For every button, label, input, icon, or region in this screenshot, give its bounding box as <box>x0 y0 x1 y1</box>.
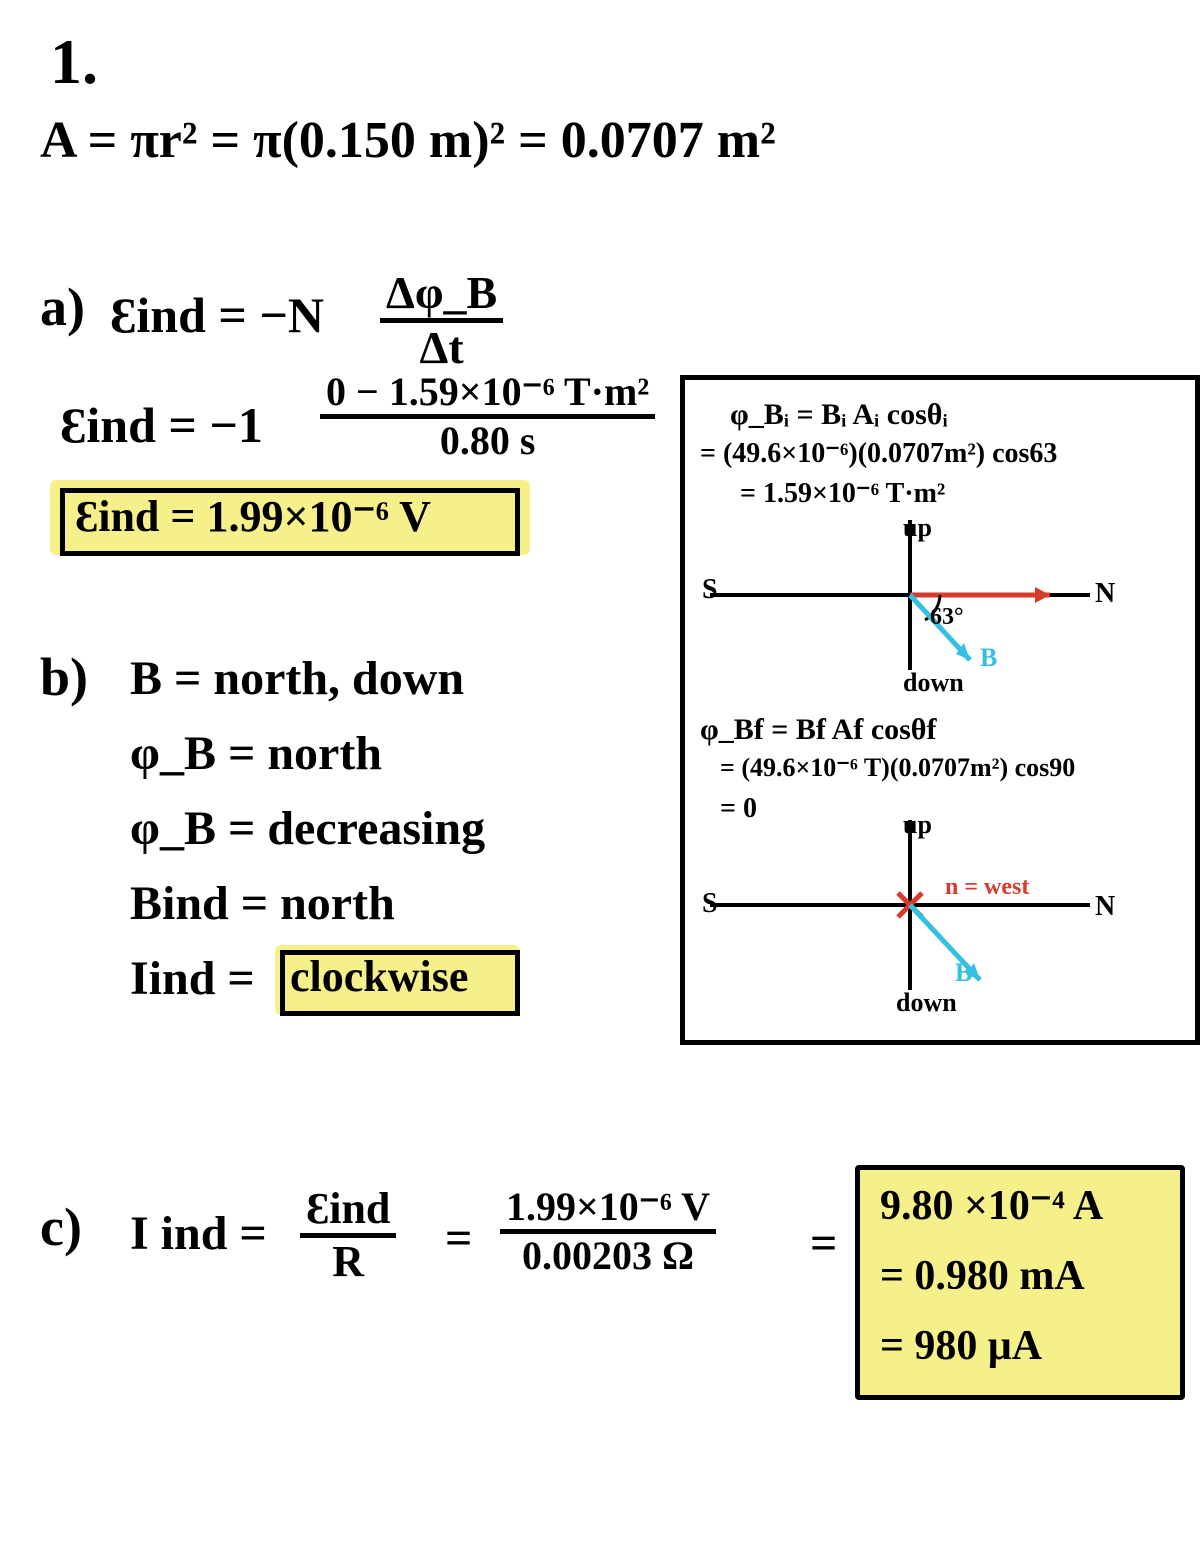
c-frac1-bot: R <box>326 1238 370 1286</box>
phi-bi-line3: = 1.59×10⁻⁶ T·m² <box>740 480 945 508</box>
b-line2: φ_B = north <box>130 730 382 778</box>
d2-up: up <box>903 812 932 838</box>
b-line3: φ_B = decreasing <box>130 805 485 853</box>
d2-S: S <box>702 890 718 918</box>
phi-bi-line2: = (49.6×10⁻⁶)(0.0707m²) cos63 <box>700 440 1057 468</box>
b-result-text: clockwise <box>290 955 468 999</box>
c-frac1-top: Ɛind <box>300 1185 396 1233</box>
c-frac2-bot: 0.00203 Ω <box>516 1234 700 1278</box>
c-equals1: = <box>445 1215 472 1263</box>
d1-S: S <box>702 576 718 604</box>
c-frac2: 1.99×10⁻⁶ V 0.00203 Ω <box>500 1185 716 1278</box>
physics-worksheet: 1. A = πr² = π(0.150 m)² = 0.0707 m² a) … <box>0 0 1200 1550</box>
phi-bi-line1: φ_Bᵢ = Bᵢ Aᵢ cosθᵢ <box>730 400 948 430</box>
problem-number: 1. <box>50 30 98 94</box>
phi-bf-line1: φ_Bf = Bf Af cosθf <box>700 715 936 745</box>
d2-N: N <box>1095 893 1115 921</box>
a-eq1-frac-top: Δφ_B <box>380 268 503 318</box>
a-eq2-frac-bot: 0.80 s <box>434 419 542 463</box>
b-line1: B = north, down <box>130 655 464 703</box>
a-eq1-fraction: Δφ_B Δt <box>380 268 503 373</box>
c-res-line1: 9.80 ×10⁻⁴ A <box>880 1185 1103 1227</box>
b-line5-left: Iind = <box>130 955 255 1003</box>
c-frac1: Ɛind R <box>300 1185 396 1286</box>
part-c-label: c) <box>40 1200 82 1254</box>
d1-down: down <box>903 670 964 696</box>
a-result-text: Ɛind = 1.99×10⁻⁶ V <box>75 495 431 539</box>
c-frac2-top: 1.99×10⁻⁶ V <box>500 1185 716 1229</box>
part-b-label: b) <box>40 650 88 704</box>
c-res-line2: = 0.980 mA <box>880 1255 1085 1297</box>
d1-up: up <box>903 515 932 541</box>
c-equals2: = <box>810 1220 837 1268</box>
d1-B: B <box>980 645 997 671</box>
part-a-label: a) <box>40 280 85 334</box>
d1-N: N <box>1095 580 1115 608</box>
d2-down: down <box>896 990 957 1016</box>
d1-angle: 63° <box>930 605 964 629</box>
area-equation: A = πr² = π(0.150 m)² = 0.0707 m² <box>40 115 776 167</box>
a-eq1-left: Ɛind = −N <box>110 290 324 340</box>
d2-B: B <box>955 960 972 986</box>
a-eq2-left: Ɛind = −1 <box>60 400 263 450</box>
b-line4: Bind = north <box>130 880 395 928</box>
a-eq1-frac-bot: Δt <box>414 323 470 373</box>
c-res-line3: = 980 μA <box>880 1325 1042 1367</box>
a-eq2-frac-top: 0 − 1.59×10⁻⁶ T·m² <box>320 370 655 414</box>
c-left: I ind = <box>130 1210 267 1258</box>
a-eq2-fraction: 0 − 1.59×10⁻⁶ T·m² 0.80 s <box>320 370 655 463</box>
d2-n-west: n = west <box>945 875 1029 899</box>
phi-bf-line2: = (49.6×10⁻⁶ T)(0.0707m²) cos90 <box>720 755 1075 781</box>
